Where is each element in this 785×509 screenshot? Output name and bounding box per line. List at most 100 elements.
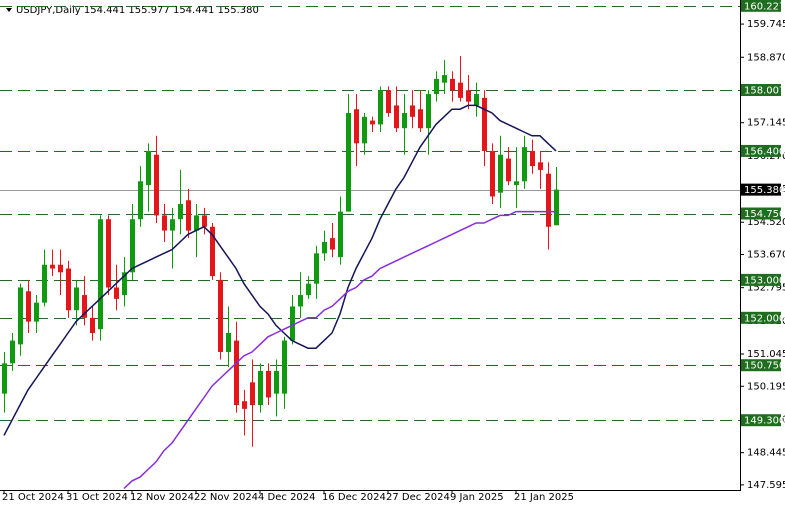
candle-body — [234, 340, 239, 406]
candle-body — [2, 363, 7, 394]
candle-body — [546, 173, 551, 227]
candle-body — [466, 90, 471, 102]
x-tick-label: 27 Dec 2024 — [386, 492, 450, 503]
candle-body — [330, 238, 335, 250]
level-box — [741, 144, 781, 157]
candle-body — [450, 78, 455, 91]
candle-body — [354, 109, 359, 144]
y-tick-label: 159.745 — [747, 19, 785, 30]
y-tick-label: 153.670 — [747, 249, 785, 260]
candle-body — [242, 401, 247, 409]
candle-body — [338, 211, 343, 258]
x-tick-label: 22 Nov 2024 — [194, 492, 258, 503]
candle-body — [114, 287, 119, 299]
candle-body — [154, 154, 159, 216]
candle-body — [202, 215, 207, 227]
menu-triangle[interactable] — [6, 8, 12, 12]
candle-body — [458, 82, 463, 98]
candle-body — [442, 75, 447, 83]
candle-body — [170, 219, 175, 231]
level-label: 152.000 — [744, 313, 785, 324]
y-tick-label: 154.520 — [747, 217, 785, 228]
candle-body — [50, 264, 55, 269]
level-label: 150.750 — [744, 361, 785, 372]
x-tick-label: 9 Jan 2025 — [450, 492, 504, 503]
candle-body — [122, 272, 127, 296]
candle-body — [434, 78, 439, 95]
candle-body — [226, 332, 231, 352]
candle-body — [290, 306, 295, 341]
level-box — [741, 414, 781, 427]
candle-body — [418, 109, 423, 129]
y-tick-label: 151.045 — [747, 349, 785, 360]
candle-body — [322, 241, 327, 254]
candle-body — [186, 200, 191, 231]
candle-body — [146, 150, 151, 186]
candle-body — [138, 181, 143, 220]
candle-body — [250, 382, 255, 406]
x-tick-label: 21 Jan 2025 — [514, 492, 574, 503]
candle-body — [394, 105, 399, 129]
candle-body — [410, 105, 415, 117]
candle-body — [34, 302, 39, 322]
candle-body — [282, 340, 287, 394]
candle-body — [306, 283, 311, 296]
candle-body — [298, 295, 303, 307]
candle-body — [402, 113, 407, 129]
level-box — [741, 273, 781, 286]
candle-body — [74, 287, 79, 311]
candle-body — [522, 147, 527, 182]
moving-average — [3, 104, 557, 436]
y-tick-label: 157.145 — [747, 118, 785, 129]
candle-body — [362, 116, 367, 144]
candle-body — [474, 94, 479, 106]
level-label: 158.007 — [744, 85, 785, 96]
candle-body — [66, 268, 71, 311]
candle-body — [26, 291, 31, 322]
x-tick-label: 21 Oct 2024 — [2, 492, 64, 503]
chart-title: USDJPY,Daily 154.441 155.977 154.441 155… — [16, 5, 259, 16]
candle-body — [274, 370, 279, 394]
candle-body — [346, 113, 351, 212]
candle-body — [210, 226, 215, 277]
x-tick-label: 4 Dec 2024 — [258, 492, 316, 503]
price-box — [741, 183, 781, 196]
candle-body — [498, 154, 503, 193]
candle-body — [98, 219, 103, 330]
candle-body — [90, 317, 95, 333]
candle-body — [370, 120, 375, 125]
candle-body — [514, 181, 519, 186]
level-label: 154.750 — [744, 209, 785, 220]
y-tick-label: 150.195 — [747, 381, 785, 392]
candle-body — [178, 204, 183, 220]
candle-body — [58, 264, 63, 273]
candle-body — [218, 279, 223, 352]
candle-body — [378, 90, 383, 125]
y-tick-label: 148.445 — [747, 448, 785, 459]
y-tick-label: 152.795 — [747, 283, 785, 294]
candle-body — [10, 340, 15, 364]
level-label: 160.227 — [744, 1, 785, 12]
candle-body — [314, 253, 319, 284]
moving-average — [123, 210, 556, 490]
x-tick-label: 31 Oct 2024 — [66, 492, 128, 503]
candle-body — [18, 287, 23, 345]
candle-body — [266, 370, 271, 398]
y-tick-label: 147.595 — [747, 480, 785, 491]
candle-body — [258, 370, 263, 406]
candle-body — [130, 219, 135, 273]
candle-body — [490, 150, 495, 197]
level-box — [741, 83, 781, 96]
candle-body — [482, 97, 487, 151]
level-label: 153.000 — [744, 275, 785, 286]
candle-body — [162, 215, 167, 231]
level-box — [741, 359, 781, 372]
candle-body — [194, 215, 199, 231]
level-box — [741, 0, 781, 12]
candle-body — [386, 90, 391, 114]
candle-body — [554, 189, 559, 226]
level-label: 149.300 — [744, 416, 785, 427]
candle-body — [506, 158, 511, 182]
